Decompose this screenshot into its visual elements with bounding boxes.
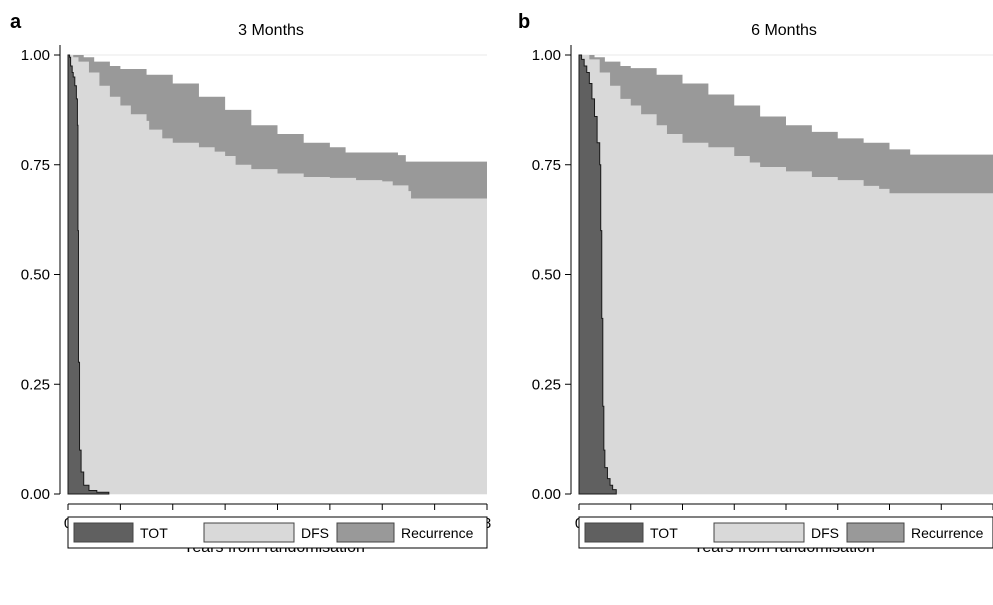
legend-swatch-recurrence	[846, 522, 905, 543]
legend: TOT DFS Recurrence	[67, 516, 488, 549]
legend-swatch-dfs	[713, 522, 805, 543]
legend-label: DFS	[301, 525, 329, 541]
series-area-dfs	[68, 55, 487, 494]
y-tick-label: 1.00	[21, 47, 50, 64]
panel-label: b	[518, 11, 530, 33]
legend-label: DFS	[811, 525, 839, 541]
legend-swatch-tot	[73, 522, 134, 543]
legend: TOT DFS Recurrence	[578, 516, 993, 549]
legend-label: TOT	[650, 525, 678, 541]
legend-swatch-dfs	[203, 522, 295, 543]
series-area-tot	[578, 54, 617, 495]
legend-label: Recurrence	[911, 525, 984, 541]
y-tick-label: 0.25	[21, 376, 50, 393]
y-tick-label: 0.75	[21, 157, 50, 174]
legend-swatch-recurrence	[336, 522, 395, 543]
y-tick-label: 0.25	[532, 376, 561, 393]
y-tick-label: 0.00	[532, 486, 561, 503]
chart-title: 3 Months	[238, 22, 304, 39]
legend-label: Recurrence	[401, 525, 474, 541]
chart-panel-a: a3 Months0.000.250.500.751.00012345678Ye…	[10, 11, 491, 556]
panel-label: a	[10, 11, 22, 33]
y-tick-label: 0.75	[532, 157, 561, 174]
y-tick-label: 0.00	[21, 486, 50, 503]
series-area-dfs	[579, 55, 993, 494]
y-tick-label: 1.00	[532, 47, 561, 64]
legend-swatch-tot	[584, 522, 644, 543]
y-tick-label: 0.50	[21, 267, 50, 284]
chart-title: 6 Months	[751, 22, 817, 39]
chart-panel-b: b6 Months0.000.250.500.751.00012345678Ye…	[518, 11, 993, 556]
legend-label: TOT	[140, 525, 168, 541]
y-tick-label: 0.50	[532, 267, 561, 284]
series-area-tot	[67, 54, 110, 495]
